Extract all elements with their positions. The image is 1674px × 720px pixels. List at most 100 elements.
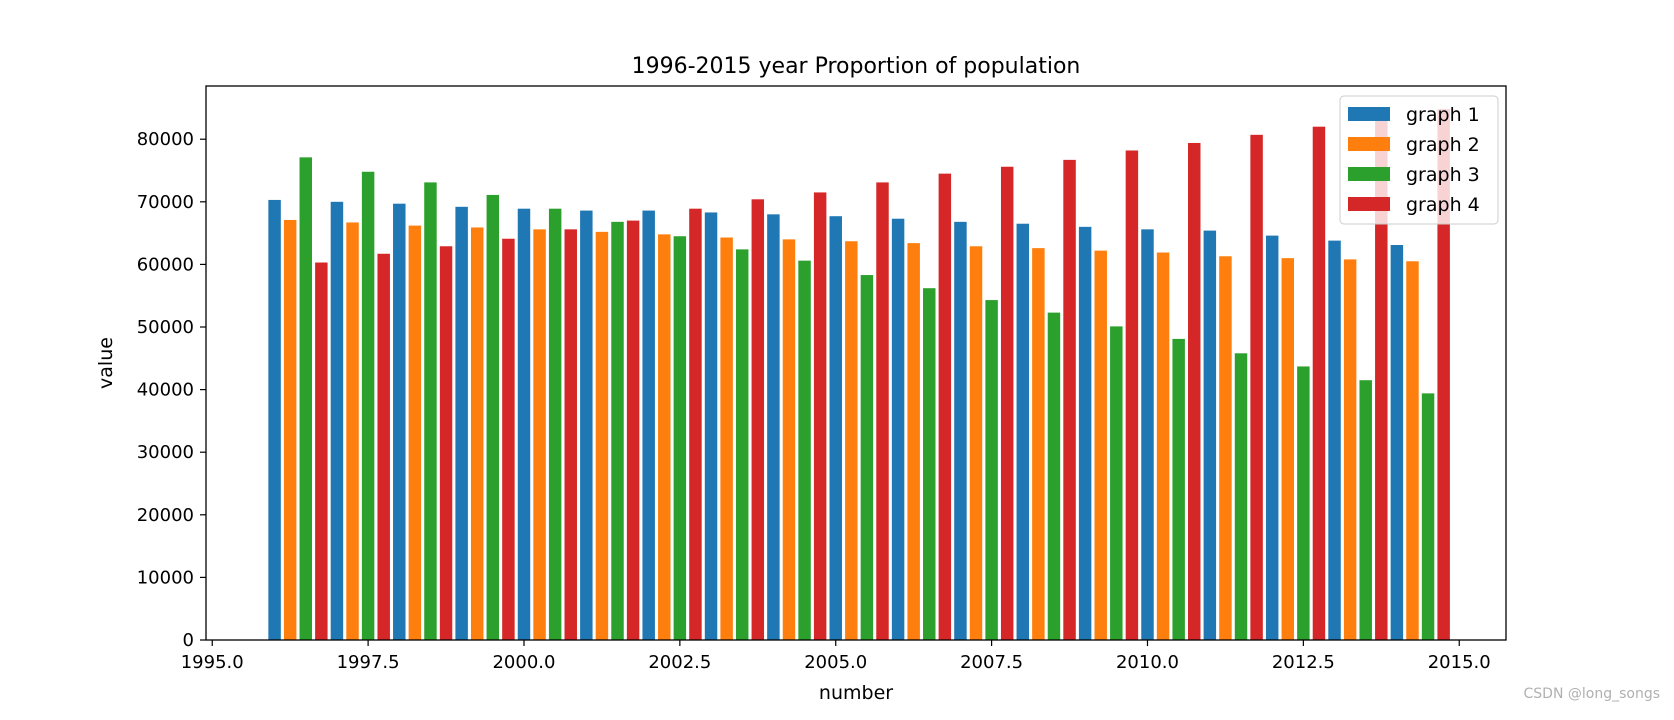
x-tick-label: 2012.5: [1272, 652, 1335, 673]
bar-series-4: [1063, 159, 1076, 640]
y-tick-label: 40000: [137, 380, 194, 401]
bar-series-1: [1265, 235, 1279, 640]
bar-series-4: [1375, 117, 1388, 640]
bar-series-2: [658, 234, 671, 641]
bar-series-4: [813, 192, 827, 640]
y-tick-label: 60000: [137, 254, 194, 275]
bar-series-1: [393, 203, 406, 640]
bar-series-2: [595, 231, 609, 641]
bar-series-3: [1297, 366, 1310, 640]
bar-series-1: [1016, 223, 1030, 640]
bar-series-4: [377, 253, 390, 641]
y-tick-label: 30000: [137, 442, 194, 463]
bar-series-4: [1188, 142, 1201, 640]
bar-series-1: [268, 199, 281, 641]
bar-series-3: [673, 236, 687, 640]
x-tick-label: 1995.0: [181, 652, 244, 673]
bar-series-2: [720, 237, 733, 641]
x-tick-label: 1997.5: [337, 652, 400, 673]
x-tick-label: 2000.0: [492, 652, 555, 673]
y-tick-label: 0: [183, 630, 194, 651]
bar-series-1: [704, 212, 718, 641]
bar-series-2: [1219, 256, 1232, 640]
bar-series-3: [735, 249, 749, 640]
bar-series-2: [1406, 261, 1419, 640]
chart-title: 1996-2015 year Proportion of population: [632, 54, 1081, 79]
legend-swatch: [1348, 197, 1390, 211]
bar-series-1: [455, 206, 468, 640]
bar-series-1: [1203, 230, 1217, 640]
bar-series-2: [533, 229, 546, 640]
plot-frame: [205, 85, 1507, 641]
legend-box: [1339, 95, 1499, 225]
bar-series-2: [1094, 250, 1107, 641]
y-axis-label: value: [95, 337, 117, 389]
bar-series-2: [408, 225, 422, 641]
bar-series-2: [907, 243, 920, 640]
bar-series-3: [548, 208, 562, 640]
x-axis-label: number: [819, 682, 893, 704]
bar-series-1: [580, 210, 593, 640]
bar-series-3: [1234, 353, 1248, 640]
bar-series-2: [283, 219, 297, 640]
bar-series-3: [1047, 312, 1061, 640]
bar-series-1: [829, 216, 842, 641]
x-tick-label: 2002.5: [648, 652, 711, 673]
legend-swatch: [1348, 167, 1390, 181]
x-tick-label: 2007.5: [960, 652, 1023, 673]
bar-series-3: [1110, 326, 1123, 640]
bar-series-1: [1328, 240, 1341, 640]
x-tick-label: 2005.0: [804, 652, 867, 673]
bar-series-3: [486, 194, 500, 640]
x-tick-label: 2015.0: [1428, 652, 1491, 673]
bar-series-4: [1250, 134, 1263, 640]
x-axis-ticks: 1995.0 1997.5 2000.0 2002.5 2005.0 2007.5 2010…: [181, 640, 1491, 673]
bar-series-2: [1281, 258, 1295, 640]
bar-series-4: [315, 262, 328, 640]
bar-series-4: [1312, 126, 1326, 640]
bar-series-3: [923, 288, 936, 640]
bar-series-1: [767, 214, 780, 640]
bar-series-2: [470, 227, 484, 640]
bar-series-4: [751, 199, 765, 640]
bar-series-1: [517, 208, 531, 640]
legend-label: graph 2: [1406, 134, 1480, 156]
legend-label: graph 4: [1406, 194, 1480, 216]
bar-series-1: [954, 221, 967, 641]
bar-series-3: [985, 300, 998, 640]
y-tick-label: 20000: [137, 505, 194, 526]
bar-series-2: [1156, 252, 1170, 640]
bar-series-1: [891, 218, 905, 641]
bar-series-3: [299, 157, 312, 640]
bar-series-3: [860, 275, 874, 640]
x-tick-label: 2010.0: [1116, 652, 1179, 673]
bar-series-2: [845, 241, 858, 641]
bar-series-4: [876, 182, 889, 640]
bar-series-3: [798, 260, 811, 640]
bar-series-4: [502, 238, 515, 640]
y-tick-label: 80000: [137, 129, 194, 150]
bar-series-2: [969, 246, 983, 640]
bar-series-4: [1125, 150, 1139, 640]
legend-swatch: [1348, 107, 1390, 121]
bar-series-2: [1343, 259, 1357, 640]
bar-series-3: [1359, 380, 1372, 640]
y-tick-label: 70000: [137, 192, 194, 213]
legend-label: graph 1: [1406, 104, 1480, 126]
bar-series-4: [439, 246, 453, 640]
watermark-text: CSDN @long_songs: [1523, 686, 1661, 702]
bar-series-1: [1141, 229, 1154, 640]
legend-swatch: [1348, 137, 1390, 151]
bar-series-4: [1437, 109, 1450, 641]
bar-series-4: [626, 220, 640, 640]
bar-series-3: [424, 182, 437, 640]
bar-series-4: [938, 173, 952, 640]
bar-series-3: [611, 221, 624, 641]
bar-series-3: [361, 171, 375, 641]
bar-series-1: [330, 201, 344, 640]
bar-series-1: [1390, 245, 1404, 640]
bars-group: [268, 109, 1450, 641]
bar-series-3: [1421, 393, 1435, 640]
y-tick-label: 10000: [137, 567, 194, 588]
bar-series-1: [642, 210, 655, 640]
